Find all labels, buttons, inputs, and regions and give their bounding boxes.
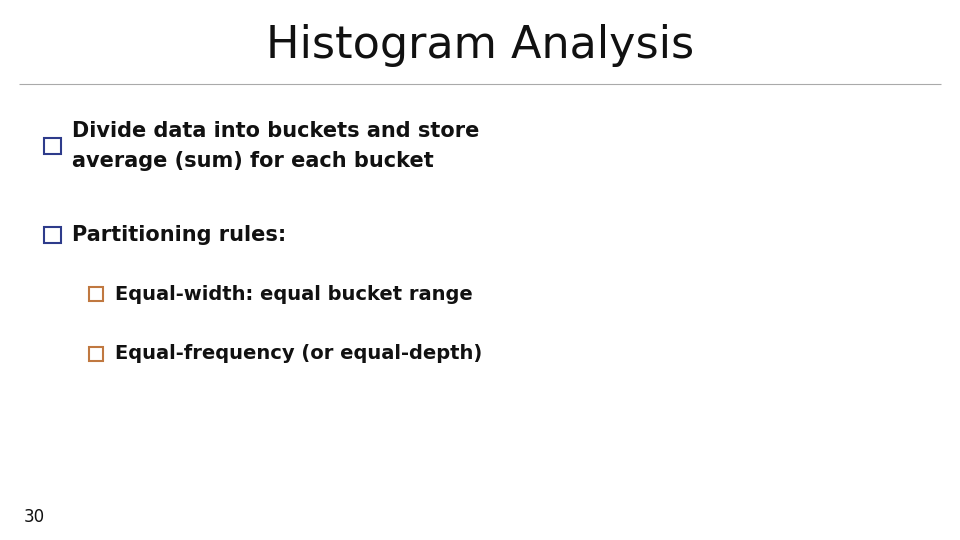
Text: Partitioning rules:: Partitioning rules:: [72, 225, 286, 245]
Bar: [88, 287, 103, 301]
Text: 30: 30: [24, 509, 45, 526]
Bar: [44, 227, 61, 243]
Text: Equal-width: equal bucket range: Equal-width: equal bucket range: [115, 285, 473, 304]
Bar: [44, 138, 61, 154]
Text: Divide data into buckets and store
average (sum) for each bucket: Divide data into buckets and store avera…: [72, 121, 479, 171]
Text: Equal-frequency (or equal-depth): Equal-frequency (or equal-depth): [115, 344, 483, 363]
Text: Histogram Analysis: Histogram Analysis: [266, 24, 694, 68]
Bar: [88, 347, 103, 361]
